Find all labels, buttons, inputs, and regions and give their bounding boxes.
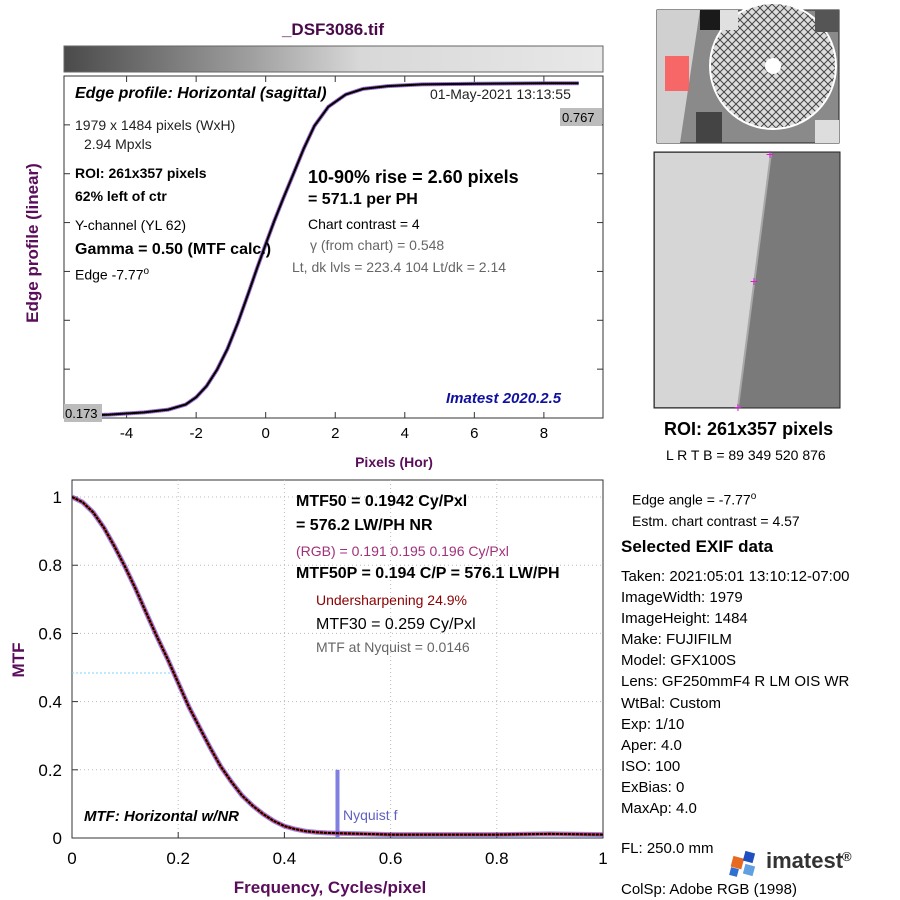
roi-crop-image: + + + [653,146,841,415]
mtf50p-text: MTF50P = 0.194 C/P = 576.1 LW/PH [296,565,560,582]
mtf-y-tick-label: 0.4 [38,693,62,712]
imatest-registered-mark: ® [842,849,852,864]
levels-text: Lt, dk lvls = 223.4 104 Lt/dk = 2.14 [292,259,507,275]
exif-item: ImageWidth: 1979 [621,589,743,607]
rise-text: 10-90% rise = 2.60 pixels [308,167,519,187]
per-ph-text: = 571.1 per PH [308,191,418,208]
edge-profile-x-tick-label: -2 [189,425,202,442]
exif-item: Model: GFX100S [621,652,737,670]
exif-item: ISO: 100 [621,757,681,775]
mtf-curves [72,494,603,838]
edge-profile-heading: Edge profile: Horizontal (sagittal) [75,85,327,102]
chart-thumbnail [656,2,840,144]
color-space-text: ColSp: Adobe RGB (1998) [621,881,797,898]
degree-symbol: o [143,266,150,277]
low-level-marker-label: 0.173 [65,406,98,421]
mtf30-text: MTF30 = 0.259 Cy/Pxl [316,616,476,633]
roi-highlight [665,56,689,91]
edge-angle-summary-value: Edge angle = -7.77 [632,491,751,508]
edge-profile-line [64,82,579,418]
exif-item: ImageHeight: 1484 [621,610,748,628]
mtf-x-tick-label: 0.6 [379,849,403,868]
imatest-logo-icon [729,850,756,877]
nyquist-bar [335,769,340,838]
edge-profile-x-tick-label: 8 [540,425,548,442]
chart-contrast-text: Chart contrast = 4 [308,216,420,232]
contrast-estimate-text: Estm. chart contrast = 4.57 [632,513,800,529]
low-level-marker-box [64,404,102,422]
exif-item: MaxAp: 4.0 [621,800,697,818]
mtf-y-tick-label: 0 [53,829,62,848]
roi-label: ROI: 261x357 pixels [664,419,834,439]
gamma-text: Gamma = 0.50 (MTF calc.) [75,241,272,258]
mtf-y-tick-label: 0.6 [38,624,62,643]
exif-item: Make: FUJIFILM [621,631,732,649]
edge-profile-x-ticks: -4 -2 0 2 4 6 8 [64,76,603,442]
edge-angle-text: Edge -7.77o [75,266,149,283]
edge-profile-plot-area [63,75,604,419]
mtf-x-tick-label: 0.8 [485,849,509,868]
roi-size-text: ROI: 261x357 pixels [75,165,207,181]
edge-angle-summary: Edge angle = -7.77o [632,491,756,508]
exif-item: Lens: GF250mmF4 R LM OIS WR [621,673,850,691]
edge-profile-y-axis-label: Edge profile (linear) [23,163,42,323]
mpxls-text: 2.94 Mpxls [84,136,152,152]
exif-item: Exp: 1/10 [621,715,685,733]
gamma-symbol: γ [310,237,317,253]
roi-position-text: 62% left of ctr [75,188,167,204]
mtf-nyquist-text: MTF at Nyquist = 0.0146 [316,639,470,655]
mtf-grid [72,480,603,838]
undersharpening-text: Undersharpening 24.9% [316,592,467,608]
mtf-panel-label: MTF: Horizontal w/NR [84,808,239,825]
imatest-logo-text: imatest [766,848,844,873]
exif-heading: Selected EXIF data [621,537,774,556]
mtf-y-tick-label: 0.2 [38,761,62,780]
nyquist-label: Nyquist f [343,807,398,823]
lrtb-text: L R T B = 89 349 520 876 [666,447,826,463]
edge-profile-curves [64,81,579,418]
mtf-x-tick-label: 1 [598,849,607,868]
high-level-marker-label: 0.767 [562,110,595,125]
mtf-x-tick-label: 0 [67,849,76,868]
gamma-chart-text: γ (from chart) = 0.548 [308,237,444,253]
rgb-text: (RGB) = 0.191 0.195 0.196 Cy/Pxl [296,543,509,559]
timestamp: 01-May-2021 13:13:55 [430,86,571,102]
edge-profile-x-tick-label: 4 [401,425,409,442]
exif-item: Aper: 4.0 [621,736,682,754]
roi-marker-middle: + [750,273,758,289]
edge-profile-x-tick-label: 6 [470,425,478,442]
gamma-chart-value: (from chart) = 0.548 [320,237,445,253]
high-level-marker-box [560,108,602,126]
edge-profile-x-tick-label: 2 [331,425,339,442]
lwph-text: = 576.2 LW/PH NR [296,517,433,534]
mtf-x-tick-label: 0.2 [166,849,190,868]
figure-title: _DSF3086.tif [281,20,384,39]
mtf-ticks: 0 0.2 0.4 0.6 0.8 1 0 0.2 0.4 0.6 0.8 1 [38,488,607,868]
mtf-x-tick-label: 0.4 [273,849,297,868]
exif-item: Taken: 2021:05:01 13:10:12-07:00 [621,568,850,585]
mtf-y-tick-label: 0.8 [38,556,62,575]
mtf-y-axis-label: MTF [9,643,28,678]
mtf-line [72,496,603,836]
gray-gradient-bar [63,45,604,73]
edge-profile-x-tick-label: 0 [262,425,270,442]
roi-marker-top: + [766,146,774,162]
edge-profile-x-tick-label: -4 [120,425,133,442]
edge-angle-value: Edge -7.77 [75,266,144,283]
exif-list: Taken: 2021:05:01 13:10:12-07:00 ImageWid… [621,566,850,819]
edge-angle-degree: o [750,491,757,502]
channel-text: Y-channel (YL 62) [75,217,187,233]
mtf50-text: MTF50 = 0.1942 Cy/Pxl [296,493,468,510]
roi-marker-bottom: + [734,399,742,415]
mtf-x-axis-label: Frequency, Cycles/pixel [234,878,426,897]
mtf-y-tick-label: 1 [53,488,62,507]
image-size-text: 1979 x 1484 pixels (WxH) [75,117,236,133]
version-label: Imatest 2020.2.5 [446,390,562,407]
focal-length-text: FL: 250.0 mm [621,840,714,857]
exif-item: ExBias: 0 [621,778,685,796]
exif-item: WtBal: Custom [621,694,722,712]
edge-profile-x-axis-label: Pixels (Hor) [355,454,433,470]
